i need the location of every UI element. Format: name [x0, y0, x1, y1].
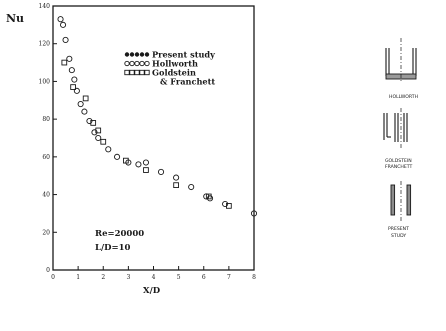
data-point-circle	[95, 134, 102, 142]
y-tick-label: 100	[39, 78, 51, 85]
x-tick-label: 4	[152, 274, 156, 281]
data-point-circle	[91, 129, 98, 136]
data-point-circle	[250, 210, 258, 217]
schematic-label-goldstein: GOLDSTEIN	[385, 158, 412, 164]
legend-marker-open-circles	[124, 60, 150, 67]
data-point-circle	[157, 168, 165, 175]
y-tick-label: 0	[46, 267, 50, 274]
schematic-goldstein	[383, 108, 408, 148]
y-axis-label: Nu	[6, 12, 24, 25]
legend: Present study Hollworth Goldstein & Fran…	[124, 50, 215, 87]
legend-label-franchett: & Franchett	[160, 77, 215, 87]
data-point-square	[143, 167, 149, 173]
data-point-circle	[173, 174, 180, 181]
data-point-circle	[142, 159, 150, 166]
data-point-circle	[66, 55, 73, 62]
x-tick-label: 5	[177, 274, 181, 281]
data-point-circle	[60, 21, 67, 28]
data-point-circle	[77, 101, 84, 108]
data-point-square	[61, 59, 68, 66]
schematic-label-franchett: FRANCHETT	[385, 164, 413, 170]
annotation-length-ratio: L/D=10	[95, 243, 130, 253]
x-tick-label: 6	[202, 274, 206, 281]
data-point-circle	[73, 87, 80, 94]
x-tick-label: 1	[76, 274, 80, 281]
data-point-circle	[71, 76, 78, 83]
y-tick-label: 40	[42, 192, 50, 199]
data-point-circle	[57, 16, 64, 23]
x-axis-ticks: 0 1 2 3 4 5 6 7 8	[51, 266, 256, 281]
y-tick-label: 60	[42, 154, 50, 161]
legend-label-hollworth: Hollworth	[152, 59, 198, 69]
data-point-square	[90, 120, 97, 126]
data-point-circle	[105, 146, 112, 153]
data-point-square	[82, 95, 89, 102]
data-point-square	[95, 127, 102, 134]
schematic-label-hollworth: HOLLWORTH	[389, 94, 418, 100]
schematic-hollworth	[385, 38, 417, 82]
data-point-circle	[135, 161, 142, 168]
data-point-circle	[206, 195, 214, 202]
x-tick-label: 3	[126, 274, 130, 281]
schematic-label-present: PRESENT	[388, 226, 409, 232]
data-point-square	[205, 193, 212, 200]
data-point-square	[70, 84, 76, 90]
x-tick-label: 8	[252, 274, 256, 281]
data-point-circle	[86, 117, 93, 125]
x-axis-label: X/D	[143, 286, 161, 296]
data-point-square	[123, 157, 129, 164]
data-point-square	[226, 203, 232, 209]
data-point-circle	[81, 108, 88, 115]
legend-label-present: Present study	[152, 50, 215, 60]
data-point-circle	[62, 36, 69, 43]
y-tick-label: 20	[42, 229, 50, 236]
legend-marker-filled	[124, 52, 150, 57]
data-point-square	[173, 182, 179, 188]
legend-label-goldstein: Goldstein	[152, 68, 196, 78]
y-axis-ticks: 0 20 40 60 80 100 120 140	[39, 3, 57, 274]
annotation-reynolds: Re=20000	[95, 229, 144, 239]
data-point-circle	[222, 200, 229, 208]
schematic-label-study: STUDY	[391, 233, 406, 239]
x-tick-label: 0	[51, 274, 55, 281]
data-point-circle	[114, 153, 121, 160]
y-tick-label: 120	[39, 41, 51, 48]
data-point-circle	[188, 183, 195, 191]
x-tick-label: 7	[227, 274, 231, 281]
data-series	[57, 16, 258, 217]
data-point-circle	[68, 67, 75, 74]
x-tick-label: 2	[101, 274, 105, 281]
y-tick-label: 140	[39, 3, 51, 10]
plot-frame	[52, 5, 255, 271]
data-point-square	[100, 138, 107, 145]
schematic-present	[390, 181, 412, 221]
y-tick-label: 80	[42, 116, 50, 123]
legend-marker-open-squares	[124, 69, 150, 76]
